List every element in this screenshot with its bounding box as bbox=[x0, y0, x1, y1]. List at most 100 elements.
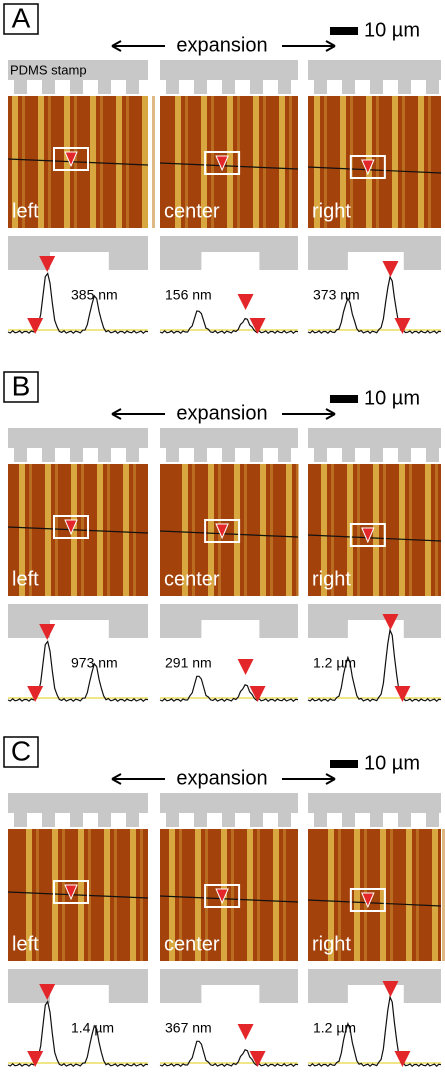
afm-stripe-dim bbox=[296, 464, 299, 596]
scale-bar bbox=[330, 395, 358, 403]
stamp-section bbox=[160, 604, 298, 638]
afm-stripe-dim bbox=[48, 96, 51, 228]
afm-stripe-dim bbox=[270, 464, 273, 596]
stamp-tooth bbox=[194, 80, 207, 94]
profile-marker-top bbox=[238, 1024, 254, 1040]
scale-bar bbox=[330, 760, 358, 768]
afm-stripe-dim bbox=[55, 464, 58, 596]
arrow-right bbox=[282, 409, 335, 419]
height-label: 373 nm bbox=[313, 287, 360, 303]
afm-stripe bbox=[286, 464, 292, 596]
height-label: 973 nm bbox=[71, 655, 118, 671]
afm-stripe-dim bbox=[140, 829, 143, 961]
stamp-tooth bbox=[70, 448, 83, 462]
stamp-tooth bbox=[126, 813, 139, 827]
stamp bbox=[308, 793, 441, 813]
profile-marker-top bbox=[382, 261, 398, 277]
profile-marker-top bbox=[238, 659, 254, 675]
afm-stripe-dim bbox=[133, 464, 136, 596]
stamp-tooth bbox=[222, 813, 235, 827]
stamp-tooth bbox=[98, 448, 111, 462]
height-label: 291 nm bbox=[165, 655, 212, 671]
afm-stripe bbox=[392, 96, 398, 228]
afm-stripe-dim bbox=[100, 96, 103, 228]
position-label: center bbox=[164, 568, 220, 590]
stamp-tooth bbox=[342, 448, 355, 462]
stamp-tooth bbox=[70, 813, 83, 827]
stamp-tooth bbox=[314, 80, 327, 94]
profile-marker-base bbox=[27, 1051, 43, 1067]
profile-marker-base bbox=[250, 318, 266, 334]
stamp-tooth bbox=[194, 813, 207, 827]
stamp-tooth bbox=[370, 448, 383, 462]
afm-stripe-dim bbox=[357, 464, 360, 596]
afm-stripe bbox=[142, 96, 148, 228]
stamp-tooth bbox=[370, 80, 383, 94]
height-label: 367 nm bbox=[165, 1020, 212, 1036]
height-label: 156 nm bbox=[165, 287, 212, 303]
position-label: left bbox=[12, 568, 39, 590]
afm-stripe bbox=[247, 829, 253, 961]
stamp-tooth bbox=[250, 448, 263, 462]
stamp-tooth bbox=[42, 813, 55, 827]
stamp-tooth bbox=[126, 80, 139, 94]
stamp-tooth bbox=[398, 813, 411, 827]
stamp-tooth bbox=[342, 813, 355, 827]
stamp bbox=[308, 60, 441, 80]
position-label: center bbox=[164, 200, 220, 222]
stamp-tooth bbox=[14, 813, 27, 827]
afm-stripe bbox=[116, 96, 122, 228]
stamp-tooth bbox=[278, 813, 291, 827]
stamp-label: PDMS stamp bbox=[10, 62, 87, 77]
stamp-tooth bbox=[166, 448, 179, 462]
panel: Bexpansion10 µmleft973 nmcenter291 nmrig… bbox=[4, 370, 441, 702]
profile bbox=[8, 274, 148, 334]
afm-stripe bbox=[425, 464, 431, 596]
height-label: 1.2 µm bbox=[313, 655, 356, 671]
afm-stripe-dim bbox=[283, 829, 286, 961]
stamp-section bbox=[308, 604, 441, 638]
afm-stripe bbox=[45, 464, 51, 596]
afm-stripe-dim bbox=[409, 464, 412, 596]
stamp-tooth bbox=[342, 80, 355, 94]
profile-marker-top bbox=[238, 294, 254, 310]
panel: Aexpansion10 µmleftPDMS stamp385 nmcente… bbox=[4, 2, 441, 334]
afm-stripe bbox=[38, 96, 44, 228]
afm-stripe-dim bbox=[390, 829, 393, 961]
height-label: 385 nm bbox=[71, 287, 118, 303]
direction-label: expansion bbox=[176, 767, 267, 789]
afm-stripe-dim bbox=[435, 464, 438, 596]
afm-stripe bbox=[260, 464, 266, 596]
stamp-tooth bbox=[314, 448, 327, 462]
profile-marker-top bbox=[382, 981, 398, 997]
stamp-tooth bbox=[426, 813, 439, 827]
stamp-tooth bbox=[250, 813, 263, 827]
stamp-section bbox=[308, 969, 441, 1003]
stamp-tooth bbox=[398, 80, 411, 94]
stamp bbox=[160, 793, 298, 813]
panel-label: B bbox=[12, 370, 31, 401]
stamp-tooth bbox=[278, 80, 291, 94]
stamp-tooth bbox=[250, 80, 263, 94]
stamp-tooth bbox=[70, 80, 83, 94]
profile-marker-base bbox=[27, 318, 43, 334]
stamp-section bbox=[160, 236, 298, 270]
stamp-tooth bbox=[42, 448, 55, 462]
afm-stripe-dim bbox=[114, 829, 117, 961]
stamp-section bbox=[8, 236, 148, 270]
stamp bbox=[160, 428, 298, 448]
arrow-right bbox=[282, 774, 335, 784]
stamp-tooth bbox=[370, 813, 383, 827]
panel-label: C bbox=[11, 735, 31, 766]
afm-stripe-dim bbox=[231, 829, 234, 961]
afm-stripe-dim bbox=[428, 96, 431, 228]
stamp-tooth bbox=[14, 448, 27, 462]
page: Aexpansion10 µmleftPDMS stamp385 nmcente… bbox=[0, 0, 445, 1082]
stamp-section bbox=[8, 969, 148, 1003]
stamp-tooth bbox=[222, 448, 235, 462]
afm-stripe bbox=[418, 96, 424, 228]
position-label: center bbox=[164, 933, 220, 955]
stamp-tooth bbox=[426, 80, 439, 94]
arrow-left bbox=[112, 41, 165, 51]
afm-stripe bbox=[104, 829, 110, 961]
